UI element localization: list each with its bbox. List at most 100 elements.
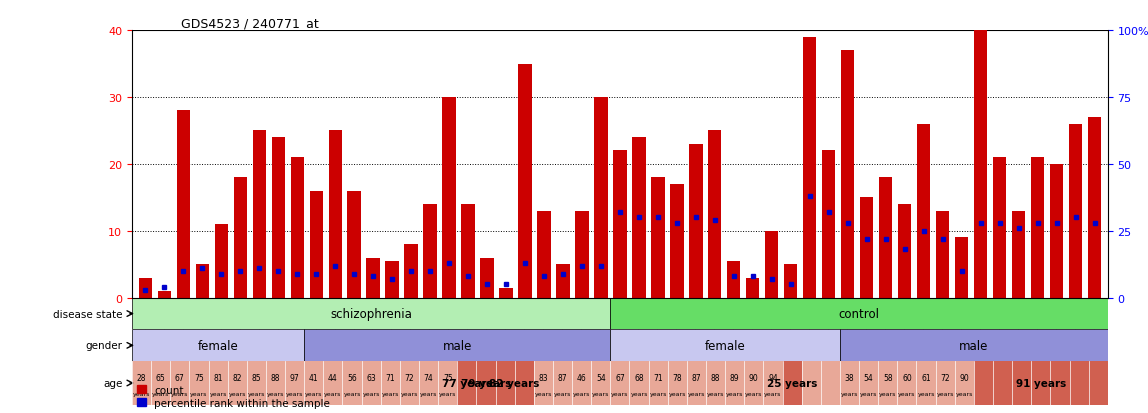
Bar <box>461 204 474 298</box>
Bar <box>726 361 744 405</box>
Bar <box>557 265 569 298</box>
Text: years: years <box>840 392 859 396</box>
Text: years: years <box>860 392 877 396</box>
Text: 46: 46 <box>576 373 587 382</box>
Bar <box>708 131 721 298</box>
Bar <box>801 361 821 405</box>
Text: disease state: disease state <box>53 309 123 319</box>
Text: years: years <box>611 392 629 396</box>
Bar <box>955 238 968 298</box>
Text: 82 years: 82 years <box>489 378 540 388</box>
Text: years: years <box>152 392 170 396</box>
Text: years: years <box>765 392 782 396</box>
Text: 67: 67 <box>615 373 625 382</box>
Text: 78: 78 <box>673 373 682 382</box>
Bar <box>649 361 668 405</box>
Bar <box>974 361 993 405</box>
Bar <box>304 361 324 405</box>
Bar <box>272 138 285 298</box>
Text: 25 years: 25 years <box>767 378 817 388</box>
Text: 58: 58 <box>883 373 893 382</box>
Text: years: years <box>209 392 227 396</box>
Text: 44: 44 <box>328 373 338 382</box>
Text: 88: 88 <box>711 373 720 382</box>
Bar <box>1050 361 1070 405</box>
Text: 72: 72 <box>940 373 951 382</box>
Text: years: years <box>171 392 188 396</box>
Bar <box>476 361 496 405</box>
Bar <box>1050 164 1063 298</box>
Text: 75: 75 <box>443 373 452 382</box>
Bar <box>209 361 227 405</box>
Bar <box>917 124 930 298</box>
Text: 89: 89 <box>730 373 739 382</box>
Text: 82: 82 <box>233 373 242 382</box>
Bar <box>936 211 949 298</box>
Bar <box>1088 118 1101 298</box>
Bar <box>233 178 247 298</box>
Bar <box>253 131 266 298</box>
Text: years: years <box>286 392 303 396</box>
Text: years: years <box>879 392 897 396</box>
Bar <box>189 361 209 405</box>
Text: 90: 90 <box>960 373 969 382</box>
Bar <box>534 361 553 405</box>
Bar <box>766 231 778 298</box>
Bar <box>439 361 457 405</box>
Bar <box>591 361 611 405</box>
Bar <box>328 131 342 298</box>
Text: 71: 71 <box>653 373 664 382</box>
Bar <box>572 361 591 405</box>
Text: years: years <box>955 392 974 396</box>
Bar <box>898 204 912 298</box>
Text: years: years <box>535 392 552 396</box>
Text: 65: 65 <box>156 373 165 382</box>
Text: male: male <box>960 339 988 352</box>
Text: age: age <box>103 378 123 388</box>
Bar <box>783 361 801 405</box>
Text: 28: 28 <box>137 373 146 382</box>
Bar <box>514 361 534 405</box>
Text: years: years <box>191 392 208 396</box>
Bar <box>139 278 152 298</box>
Bar <box>227 361 247 405</box>
Bar <box>290 158 304 298</box>
Bar <box>1031 158 1045 298</box>
Text: years: years <box>573 392 590 396</box>
Text: 87: 87 <box>558 373 567 382</box>
Bar <box>898 361 916 405</box>
Bar <box>424 204 436 298</box>
Text: 79 years: 79 years <box>460 378 511 388</box>
Bar <box>611 361 629 405</box>
Text: years: years <box>363 392 380 396</box>
Bar <box>1088 361 1108 405</box>
Bar <box>668 361 687 405</box>
Bar <box>386 261 398 298</box>
Text: years: years <box>439 392 457 396</box>
Text: years: years <box>266 392 285 396</box>
Bar <box>404 244 418 298</box>
Text: years: years <box>343 392 360 396</box>
Bar <box>1013 361 1031 405</box>
Bar <box>324 361 342 405</box>
Bar <box>553 361 572 405</box>
Bar <box>879 178 892 298</box>
Bar <box>170 361 189 405</box>
Bar <box>266 361 285 405</box>
Bar <box>633 138 645 298</box>
Bar <box>348 191 360 298</box>
Bar <box>285 361 304 405</box>
Text: 71: 71 <box>386 373 395 382</box>
Bar <box>304 330 611 361</box>
Bar <box>519 64 532 298</box>
Text: 72: 72 <box>404 373 414 382</box>
Bar <box>366 258 380 298</box>
Bar <box>804 38 816 298</box>
Text: years: years <box>917 392 934 396</box>
Text: years: years <box>726 392 744 396</box>
Bar <box>1070 361 1088 405</box>
Bar <box>595 98 607 298</box>
Text: 56: 56 <box>347 373 357 382</box>
Bar <box>575 211 589 298</box>
Bar <box>936 361 955 405</box>
